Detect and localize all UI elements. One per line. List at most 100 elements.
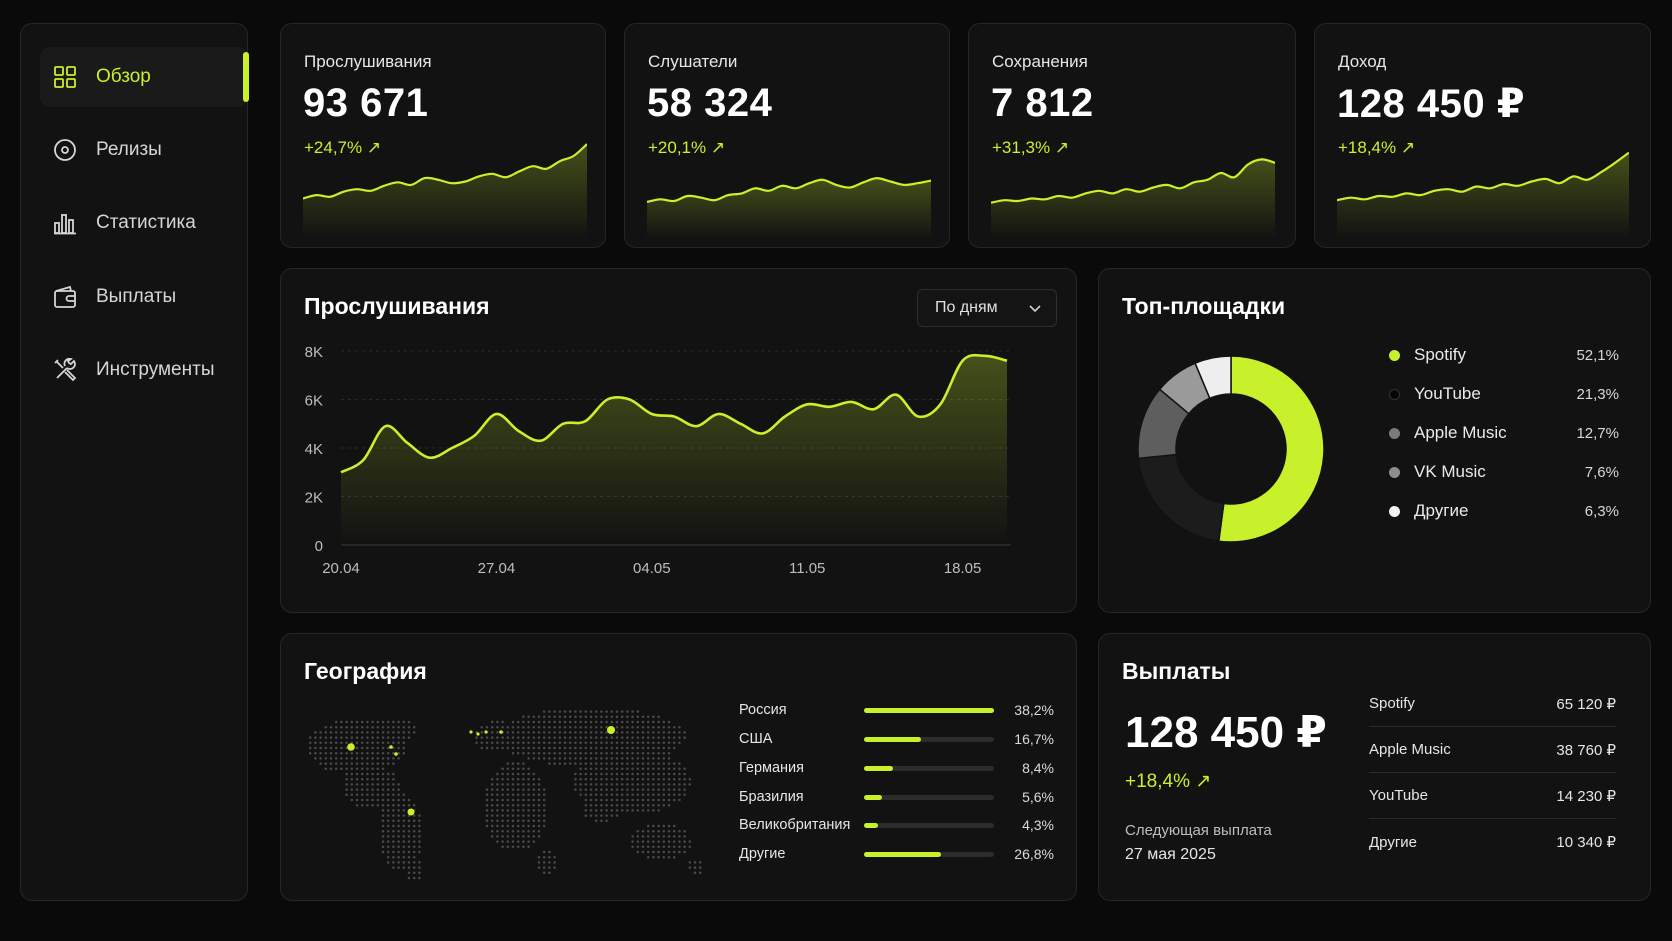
map-dot bbox=[683, 767, 686, 771]
sidebar-item-tools[interactable]: Инструменты bbox=[40, 340, 248, 400]
map-dot bbox=[636, 772, 640, 776]
x-tick-label: 11.05 bbox=[789, 560, 825, 577]
sidebar-item-payouts[interactable]: Выплаты bbox=[40, 267, 248, 327]
map-hotspot bbox=[394, 752, 398, 756]
map-dot bbox=[652, 840, 655, 843]
map-dot bbox=[360, 772, 364, 776]
map-dot bbox=[610, 757, 614, 760]
map-dot bbox=[511, 840, 515, 843]
kpi-card-saves: Сохранения 7 812 +31,3% ↗ bbox=[968, 23, 1296, 248]
map-dot bbox=[537, 751, 541, 755]
map-dot bbox=[605, 803, 608, 807]
map-dot bbox=[641, 850, 645, 854]
map-dot bbox=[397, 803, 400, 807]
payouts-title: Выплаты bbox=[1122, 658, 1231, 684]
map-dot bbox=[329, 767, 333, 771]
map-dot bbox=[360, 725, 364, 729]
map-dot bbox=[511, 809, 515, 812]
map-dot bbox=[516, 829, 520, 833]
legend-dot bbox=[1389, 505, 1400, 517]
map-dot bbox=[345, 731, 348, 734]
map-dot bbox=[563, 751, 567, 755]
map-dot bbox=[532, 809, 536, 812]
map-dot bbox=[485, 736, 489, 739]
map-dot bbox=[605, 746, 608, 750]
map-dot bbox=[631, 840, 634, 843]
map-dot bbox=[506, 793, 510, 797]
map-dot bbox=[558, 762, 562, 765]
map-dot bbox=[594, 814, 598, 817]
map-dot bbox=[600, 788, 603, 791]
map-dot bbox=[542, 720, 546, 724]
sidebar-item-label: Релизы bbox=[96, 139, 162, 160]
map-dot bbox=[527, 798, 530, 802]
map-dot bbox=[574, 777, 577, 781]
map-dot bbox=[355, 793, 359, 797]
map-dot bbox=[376, 757, 380, 760]
map-dot bbox=[386, 772, 390, 776]
geography-title: География bbox=[304, 658, 427, 684]
map-dot bbox=[667, 731, 671, 734]
map-dot bbox=[678, 731, 681, 734]
map-dot bbox=[532, 803, 536, 807]
map-dot bbox=[511, 762, 515, 765]
map-dot bbox=[350, 788, 354, 791]
map-dot bbox=[501, 819, 504, 823]
map-dot bbox=[657, 731, 660, 734]
map-dot bbox=[646, 725, 650, 729]
map-dot bbox=[610, 720, 614, 724]
map-dot bbox=[646, 798, 650, 802]
map-dot bbox=[407, 824, 411, 828]
map-dot bbox=[376, 746, 380, 750]
map-dot bbox=[355, 798, 359, 802]
sidebar-item-releases[interactable]: Релизы bbox=[40, 120, 248, 180]
map-dot bbox=[366, 788, 369, 791]
map-dot bbox=[522, 772, 525, 776]
map-dot bbox=[667, 840, 671, 843]
map-dot bbox=[558, 736, 562, 739]
sidebar-item-statistics[interactable]: Статистика bbox=[40, 193, 248, 253]
map-dot bbox=[355, 757, 359, 760]
map-dot bbox=[579, 793, 582, 797]
map-dot bbox=[636, 751, 640, 755]
map-dot bbox=[631, 725, 634, 729]
map-dot bbox=[355, 746, 359, 750]
kpi-value: 93 671 bbox=[303, 81, 429, 125]
map-dot bbox=[407, 876, 411, 880]
map-dot bbox=[501, 829, 504, 833]
sidebar-item-overview[interactable]: Обзор bbox=[40, 47, 249, 107]
map-dot bbox=[381, 757, 385, 760]
map-dot bbox=[542, 741, 546, 745]
map-dot bbox=[594, 767, 598, 771]
map-dot bbox=[646, 757, 650, 760]
map-dot bbox=[402, 809, 406, 812]
map-dot bbox=[574, 772, 577, 776]
period-dropdown[interactable]: По дням bbox=[917, 289, 1057, 327]
map-dot bbox=[558, 751, 562, 755]
map-dot bbox=[511, 741, 515, 745]
map-dot bbox=[532, 793, 536, 797]
map-dot bbox=[678, 793, 681, 797]
map-dot bbox=[636, 840, 640, 843]
map-dot bbox=[371, 788, 374, 791]
map-dot bbox=[407, 731, 411, 734]
map-dot bbox=[600, 767, 603, 771]
map-dot bbox=[672, 793, 676, 797]
map-dot bbox=[360, 762, 364, 765]
map-dot bbox=[329, 762, 333, 765]
map-dot bbox=[319, 736, 322, 739]
map-dot bbox=[584, 715, 588, 719]
kpi-value: 128 450 ₽ bbox=[1337, 82, 1526, 126]
map-dot bbox=[516, 814, 520, 817]
map-dot bbox=[636, 809, 640, 812]
geo-percent: 38,2% bbox=[1014, 702, 1054, 718]
map-dot bbox=[496, 777, 499, 781]
map-dot bbox=[584, 725, 588, 729]
map-dot bbox=[594, 788, 598, 791]
map-dot bbox=[631, 788, 634, 791]
map-dot bbox=[412, 829, 416, 833]
map-dot bbox=[402, 720, 406, 724]
map-dot bbox=[532, 777, 536, 781]
map-dot bbox=[501, 798, 504, 802]
map-dot bbox=[360, 757, 364, 760]
